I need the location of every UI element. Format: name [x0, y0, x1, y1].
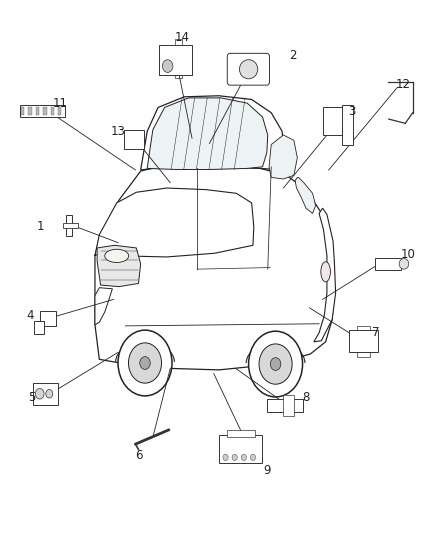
Bar [349, 330, 378, 352]
Bar [375, 258, 401, 270]
Text: 7: 7 [372, 326, 379, 340]
Circle shape [249, 331, 303, 397]
Ellipse shape [399, 259, 409, 269]
Ellipse shape [105, 249, 129, 263]
Ellipse shape [321, 262, 330, 282]
Circle shape [46, 390, 53, 398]
Bar [159, 45, 191, 75]
Bar [36, 108, 39, 115]
Bar [283, 395, 294, 416]
Bar [267, 399, 303, 413]
Bar [124, 130, 144, 149]
Bar [50, 108, 54, 115]
Circle shape [270, 358, 281, 370]
Circle shape [140, 357, 150, 369]
Polygon shape [141, 96, 284, 170]
Circle shape [118, 330, 172, 396]
Polygon shape [314, 208, 336, 342]
Text: 10: 10 [401, 248, 416, 261]
Bar [342, 105, 353, 144]
Bar [33, 383, 58, 406]
Text: 14: 14 [174, 31, 190, 44]
Circle shape [241, 454, 247, 461]
Text: 13: 13 [110, 125, 125, 138]
Circle shape [128, 343, 162, 383]
Bar [63, 223, 78, 228]
Circle shape [162, 60, 173, 72]
Text: 11: 11 [53, 96, 67, 110]
Circle shape [232, 454, 237, 461]
Bar [21, 108, 25, 115]
Text: 2: 2 [289, 49, 297, 62]
Polygon shape [95, 166, 334, 370]
Bar [227, 430, 255, 437]
Circle shape [223, 454, 228, 461]
Text: 6: 6 [135, 449, 142, 462]
Bar [40, 311, 56, 326]
Bar [58, 108, 61, 115]
Bar [20, 106, 65, 117]
Polygon shape [95, 188, 254, 257]
Ellipse shape [240, 60, 258, 79]
FancyBboxPatch shape [227, 53, 269, 85]
Bar [357, 326, 371, 357]
Polygon shape [295, 177, 316, 214]
Circle shape [251, 454, 255, 461]
Bar [34, 320, 44, 334]
Text: 5: 5 [28, 392, 35, 405]
Text: 8: 8 [302, 391, 310, 404]
Polygon shape [269, 135, 297, 179]
Bar [219, 435, 261, 463]
Bar [175, 38, 183, 78]
Polygon shape [97, 245, 141, 287]
Circle shape [35, 389, 44, 399]
Text: 4: 4 [26, 309, 33, 322]
Text: 9: 9 [263, 464, 271, 477]
Bar [323, 108, 344, 135]
Text: 1: 1 [37, 220, 44, 233]
Text: 3: 3 [348, 104, 355, 118]
Text: 12: 12 [396, 78, 411, 91]
Bar [66, 215, 72, 236]
Polygon shape [147, 98, 268, 169]
Circle shape [259, 344, 292, 384]
Polygon shape [95, 288, 113, 325]
Bar [28, 108, 32, 115]
Bar [43, 108, 47, 115]
